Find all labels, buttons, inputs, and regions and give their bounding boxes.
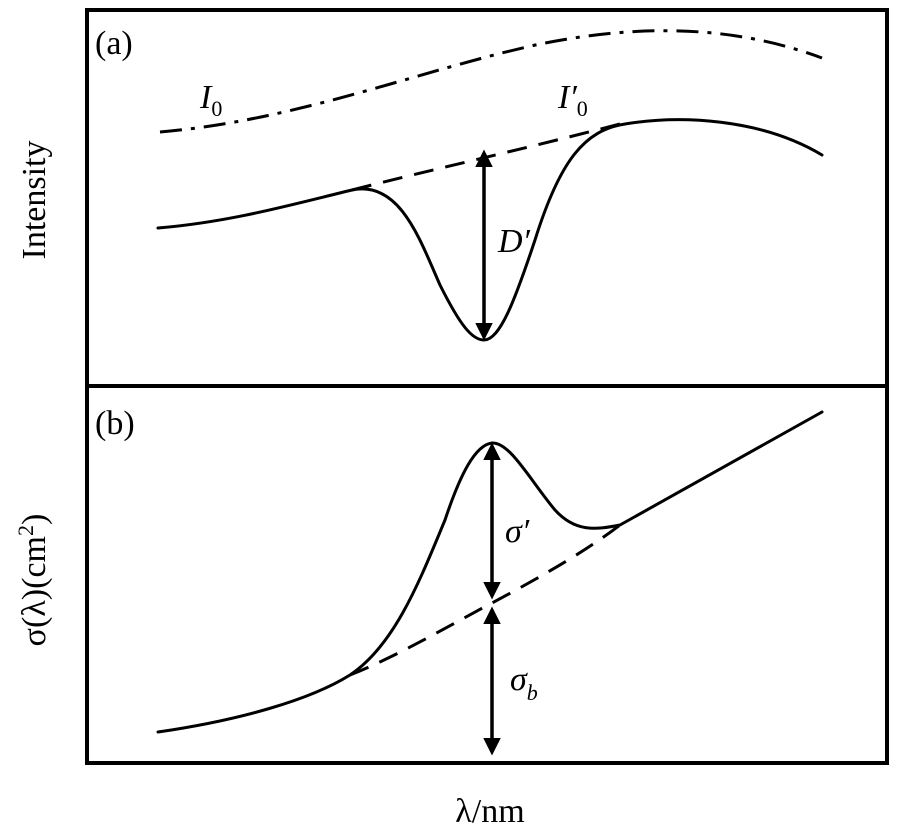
panel-a-label: (a)	[95, 25, 133, 62]
i0-prime-label: I′0	[557, 79, 588, 121]
sigma-axis-label: σ(λ)(cm2)	[13, 514, 53, 647]
sigma-b-label: σb	[510, 661, 538, 705]
panel-b-frame	[85, 384, 889, 765]
sigma-b-baseline	[349, 523, 621, 677]
absorption-spectrum-curve	[156, 118, 824, 342]
panel-b-label: (b)	[95, 405, 135, 442]
cross-section-curve	[156, 410, 824, 734]
i0-prime-baseline	[351, 122, 621, 192]
panel-a-frame	[85, 8, 889, 388]
wavelength-axis-label: λ/nm	[455, 793, 524, 830]
sigma-prime-label: σ′	[505, 513, 530, 550]
i0-label: I0	[199, 79, 222, 121]
intensity-axis-label: Intensity	[16, 141, 53, 260]
i0-reference-curve	[159, 29, 823, 134]
depth-label: D′	[497, 223, 531, 260]
